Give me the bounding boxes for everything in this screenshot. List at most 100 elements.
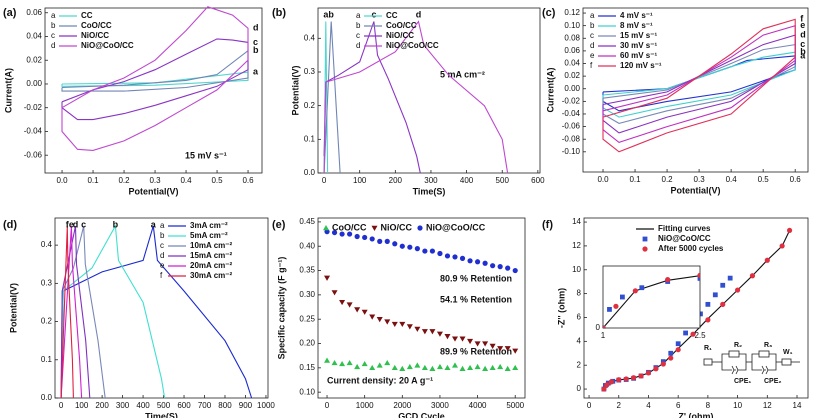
data-point: [324, 275, 331, 281]
curve-letter: f: [800, 14, 804, 24]
legend-label: CoO/CC: [386, 21, 417, 30]
data-point: [399, 243, 405, 249]
y-tick-label: 0.00: [564, 84, 580, 93]
data-point: [422, 248, 428, 254]
data-point: [331, 229, 338, 236]
data-point: [482, 365, 489, 372]
series-line: [602, 43, 796, 124]
curve-letter: a: [323, 9, 329, 19]
data-point: [720, 282, 726, 288]
x-tick-label: 600: [177, 401, 191, 410]
legend-swatch: [642, 246, 648, 252]
data-point: [683, 330, 689, 336]
data-point: [795, 239, 800, 244]
legend-letter: b: [160, 231, 165, 240]
legend-letter: a: [51, 11, 56, 20]
y-tick-label: 14: [572, 217, 581, 226]
legend-label: CC: [81, 11, 93, 20]
data-point: [436, 363, 443, 370]
x-tick-label: 600: [531, 176, 545, 185]
data-point: [697, 272, 700, 278]
x-tick-label: 2000: [393, 401, 411, 410]
data-point: [467, 364, 474, 371]
data-point: [376, 362, 383, 368]
series-line: [61, 38, 249, 121]
data-point: [712, 292, 718, 298]
y-tick-label: 2: [577, 360, 582, 369]
data-point: [421, 364, 428, 371]
y-tick-label: -0.02: [24, 103, 43, 112]
data-point: [608, 379, 614, 385]
legend-label: 10mA cm⁻²: [190, 241, 233, 250]
data-point: [489, 343, 496, 349]
data-point: [339, 299, 346, 306]
data-point: [459, 365, 466, 372]
legend-label: NiO@CoO/CC: [386, 41, 439, 50]
panel: (b) 0 100 200 300 400 500 600 0.0 0.1 0.2 0.3 0.4 Tim…: [272, 7, 545, 196]
curve-letter: b: [253, 45, 259, 55]
y-tick-label: 4: [577, 336, 582, 345]
data-point: [623, 376, 629, 382]
series-line: [602, 18, 796, 153]
y-tick-label: 0.35: [299, 266, 315, 275]
curve-letter: a: [800, 50, 806, 60]
x-tick-label: 200: [389, 176, 403, 185]
y-tick-label: 0.45: [299, 217, 315, 226]
x-tick-label: 2: [617, 401, 622, 410]
legend-swatch: [417, 225, 423, 231]
plot-frame: [54, 217, 269, 399]
x-tick-label: 400: [460, 176, 474, 185]
data-point: [324, 357, 331, 363]
data-point: [391, 364, 398, 371]
curve-letter: b: [800, 47, 806, 57]
legend-label: CoO/CC: [332, 222, 367, 232]
legend-label: NiO/CC: [381, 222, 413, 232]
y-tick-label: -0.10: [562, 147, 581, 156]
series-line: [323, 21, 421, 174]
circuit-label: R₃: [764, 342, 772, 349]
annotation: 54.1 % Retention: [440, 294, 512, 304]
legend-letter: a: [160, 221, 165, 230]
legend-letter: f: [160, 271, 163, 280]
data-point: [705, 317, 711, 323]
y-axis-label: Specific capacity (F g⁻¹): [276, 257, 286, 360]
resistor: [703, 358, 713, 366]
x-tick-label: 500: [496, 176, 510, 185]
legend-label: 30mA cm⁻²: [190, 271, 233, 280]
legend-label: Fitting curves: [658, 224, 711, 233]
data-point: [399, 321, 406, 328]
data-point: [354, 307, 361, 313]
data-point: [459, 336, 466, 342]
data-point: [645, 370, 652, 376]
data-point: [639, 285, 645, 291]
data-point: [512, 364, 519, 371]
data-point: [632, 288, 638, 294]
series-line: [323, 21, 341, 174]
data-point: [324, 229, 330, 235]
y-tick-label: 0.04: [564, 59, 580, 68]
x-tick-label: 0: [325, 401, 330, 410]
panel: (d) 0 100 200 300 400 500 600 700 800 900 1000 0.0 0.…: [3, 217, 275, 418]
x-axis-label: Time(S): [145, 411, 178, 418]
data-point: [668, 355, 674, 361]
legend-label: NiO@CoO/CC: [426, 222, 486, 232]
data-point: [399, 365, 406, 372]
y-tick-label: 0.0: [41, 393, 53, 402]
legend-swatch: [323, 225, 329, 231]
x-tick-label: 3000: [431, 401, 449, 410]
x-tick-label: 0.2: [662, 175, 674, 184]
data-point: [512, 267, 518, 274]
legend-label: NiO@CoO/CC: [658, 234, 711, 243]
x-axis-label: Potential(V): [128, 186, 178, 196]
x-tick-label: 900: [239, 401, 253, 410]
legend-label: 60 mV s⁻¹: [620, 51, 657, 60]
x-axis-label: Z' (ohm): [678, 411, 713, 418]
y-tick-label: 0.08: [564, 33, 580, 42]
data-point: [727, 275, 733, 281]
data-point: [391, 321, 398, 328]
y-tick-label: 0.4: [41, 240, 53, 249]
x-tick-label: 8: [706, 401, 711, 410]
circuit: [703, 350, 800, 375]
y-tick-label: 12: [572, 241, 581, 250]
